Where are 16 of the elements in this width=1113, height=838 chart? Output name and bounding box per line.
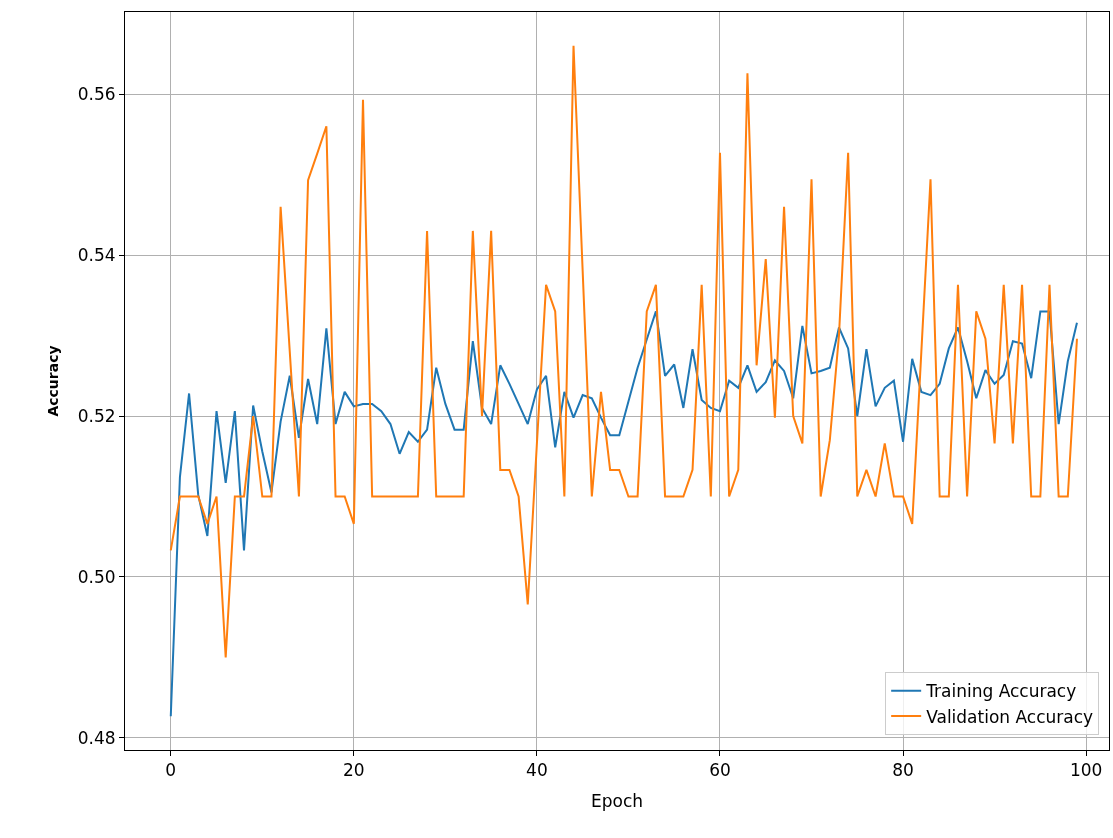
x-tick-label: 40 — [526, 760, 548, 781]
y-tick-label: 0.50 — [77, 566, 116, 587]
y-axis-title: Accuracy — [45, 345, 62, 417]
legend-label: Validation Accuracy — [926, 706, 1094, 727]
x-tick-label: 0 — [165, 760, 177, 781]
x-tick-label: 60 — [709, 760, 731, 781]
y-tick-label: 0.56 — [77, 84, 116, 105]
y-tick-label: 0.52 — [77, 405, 116, 426]
line-series — [169, 44, 1078, 659]
x-axis-title: Epoch — [590, 790, 644, 811]
x-tick-label: 20 — [343, 760, 365, 781]
legend-label: Training Accuracy — [925, 681, 1077, 702]
y-tick-label: 0.48 — [77, 727, 116, 748]
y-tick-label: 0.54 — [77, 245, 116, 265]
x-tick-label: 100 — [1069, 760, 1103, 781]
x-tick-label: 80 — [892, 760, 914, 781]
